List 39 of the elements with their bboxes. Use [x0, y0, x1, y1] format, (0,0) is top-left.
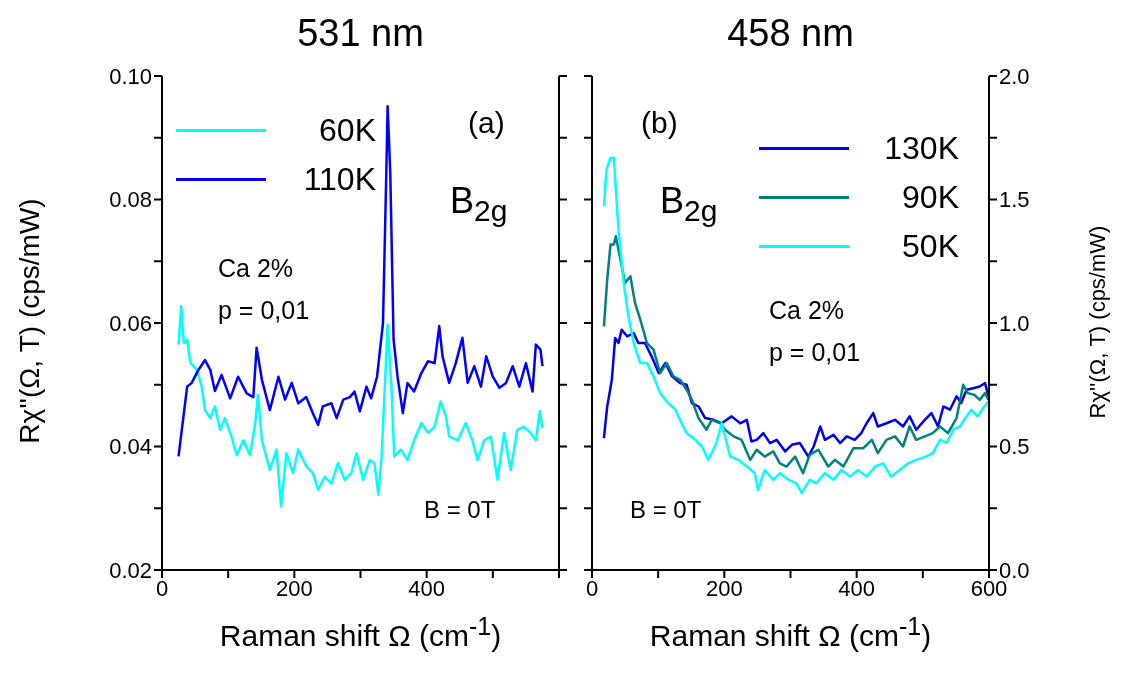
y2-tick-label: 2.0	[999, 63, 1030, 89]
annotation: p = 0,01	[769, 338, 861, 367]
annotation: B$_{2g}$	[450, 180, 508, 229]
x-axis-title: Raman shift Ω (cm$^{-1}$)	[648, 612, 933, 653]
legend-label: 90K	[901, 179, 959, 216]
y-tick-label: 0.10	[109, 63, 152, 89]
legend-label: 60K	[318, 112, 376, 149]
x-tick-label: 0	[585, 575, 599, 601]
chart-title: 458 nm	[726, 12, 855, 55]
y2-axis-title: Rχ''(Ω, T) (cps/mW)	[1085, 224, 1111, 421]
line-series	[602, 235, 989, 475]
x-tick-label: 200	[705, 575, 743, 601]
annotation: Ca 2%	[769, 296, 845, 325]
x-tick-label: 400	[408, 575, 446, 601]
y-tick-label: 0.04	[109, 434, 152, 460]
x-tick-label: 400	[838, 575, 876, 601]
y2-tick-label: 1.0	[999, 310, 1030, 336]
legend-label: 110K	[302, 161, 376, 198]
y2-tick-label: 1.5	[999, 187, 1030, 213]
y-tick-label: 0.02	[109, 557, 152, 583]
annotation: (a)	[468, 106, 505, 140]
y2-tick-label: 0.5	[999, 434, 1030, 460]
annotation: (b)	[641, 106, 678, 140]
y-tick-label: 0.08	[109, 187, 152, 213]
x-axis-title: Raman shift Ω (cm$^{-1}$)	[218, 612, 503, 653]
chart-title: 531 nm	[296, 12, 425, 55]
annotation: B$_{2g}$	[660, 180, 718, 229]
line-series	[177, 105, 544, 458]
legend-label: 50K	[901, 228, 959, 265]
line-series	[602, 328, 989, 458]
y-tick-label: 0.06	[109, 310, 152, 336]
x-tick-label: 200	[275, 575, 313, 601]
annotation: Ca 2%	[218, 254, 294, 283]
x-tick-label: 0	[155, 575, 169, 601]
legend-label: 130K	[883, 130, 959, 167]
annotation: B = 0T	[630, 496, 702, 524]
y-axis-title: Rχ''(Ω, T) (cps/mW)	[14, 197, 46, 446]
annotation: B = 0T	[424, 496, 496, 524]
annotation: p = 0,01	[218, 296, 310, 325]
